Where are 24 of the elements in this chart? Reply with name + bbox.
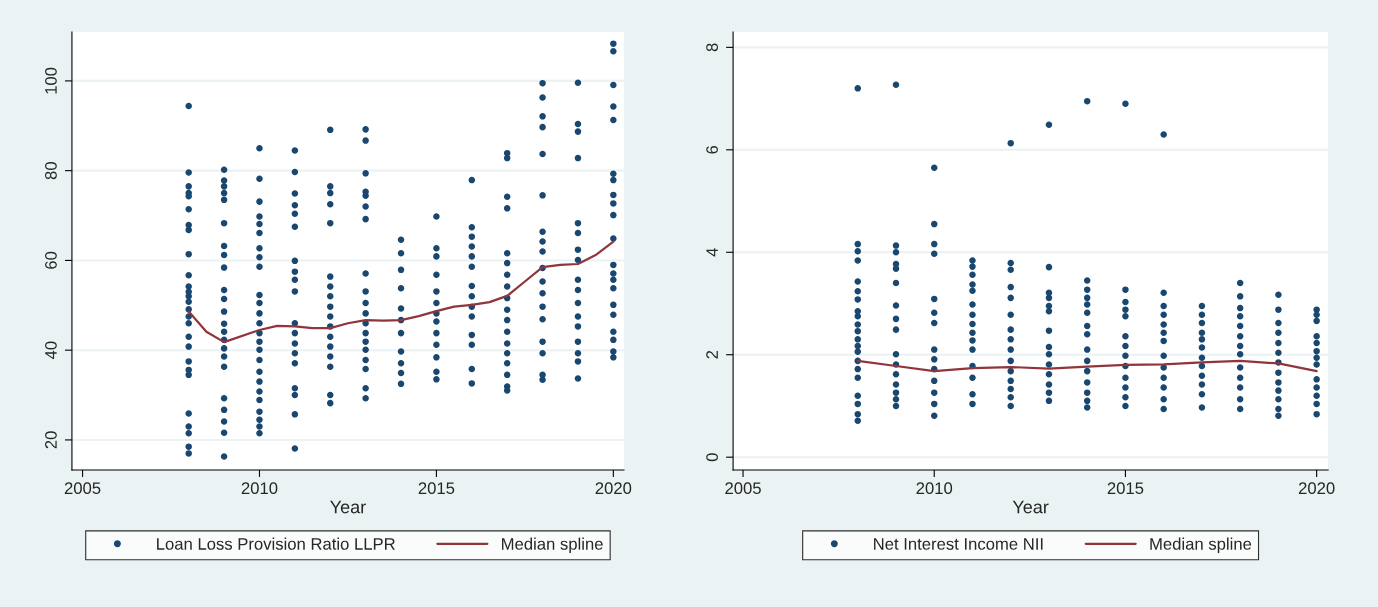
x-tick-label: 2020: [1298, 482, 1335, 495]
legend-label: Loan Loss Provision Ratio LLPR: [157, 537, 395, 550]
legend-label: Median spline: [1150, 537, 1252, 554]
x-axis-title: Year: [330, 500, 366, 514]
y-tick-label: 40: [45, 341, 57, 360]
x-tick-label: 2015: [1107, 482, 1144, 495]
y-tick-label: 6: [706, 145, 718, 154]
y-tick-label: 8: [706, 43, 718, 52]
y-tick-label: 80: [45, 162, 57, 180]
x-tick-label: 2015: [418, 482, 455, 495]
y-tick-label: 0: [706, 453, 718, 462]
legend-label: Net Interest Income NII: [874, 538, 1043, 550]
x-tick-label: 2005: [64, 482, 101, 495]
x-tick-label: 2010: [241, 482, 278, 495]
y-tick-label: 20: [45, 431, 57, 449]
x-tick-label: 2020: [595, 482, 632, 495]
y-tick-label: 4: [706, 248, 718, 257]
x-tick-label: 2005: [725, 482, 761, 495]
y-tick-label: 2: [706, 350, 718, 359]
y-tick-label: 60: [45, 251, 57, 269]
x-axis-title: Year: [1012, 500, 1049, 514]
x-tick-label: 2010: [916, 482, 953, 495]
y-tick-label: 100: [45, 67, 57, 94]
legend-label: Median spline: [502, 537, 603, 554]
